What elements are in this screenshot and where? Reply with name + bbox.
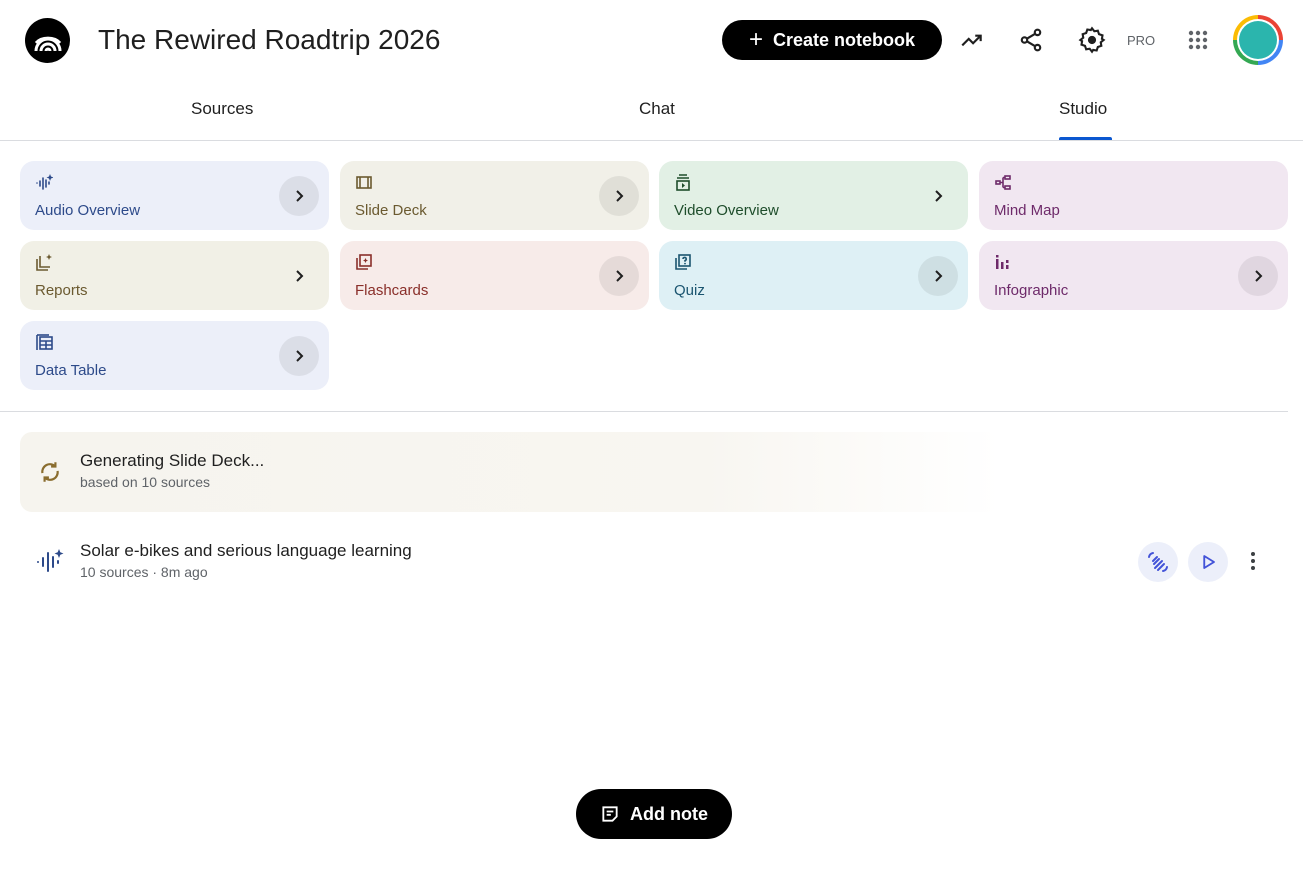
app-logo[interactable] [25,18,70,63]
chevron-right-icon [296,270,304,282]
tab-indicator [1059,137,1112,140]
chevron-right-icon [935,190,943,202]
chevron-right-icon [616,190,624,202]
studio-card-mind-map[interactable]: Mind Map [979,161,1288,230]
audio-waveform-sparkle-icon [37,549,64,572]
pro-badge: PRO [1127,33,1156,48]
studio-card-audio-overview[interactable]: Audio Overview [20,161,329,230]
studio-card-label: Slide Deck [355,202,427,219]
tab-sources[interactable]: Sources [191,99,254,118]
play-button[interactable] [1188,542,1228,582]
artifact-subtitle: 10 sources · 8m ago [80,564,208,580]
gear-icon [1078,26,1106,54]
open-infographic-button[interactable] [1238,256,1278,296]
trending-up-icon [961,34,982,47]
studio-card-infographic[interactable]: Infographic [979,241,1288,310]
slides-icon [356,176,372,189]
chevron-right-icon [1255,270,1263,282]
studio-card-label: Flashcards [355,282,429,299]
generating-title: Generating Slide Deck... [80,451,265,470]
quiz-icon [675,254,691,270]
studio-card-flashcards[interactable]: Flashcards [340,241,649,310]
tab-divider [0,140,1303,141]
notebook-title[interactable]: The Rewired Roadtrip 2026 [98,24,441,55]
plus-icon: + [748,26,763,53]
open-quiz-button[interactable] [918,256,958,296]
open-reports-button[interactable] [279,256,319,296]
create-notebook-button[interactable]: + Create notebook [722,20,942,60]
studio-card-label: Audio Overview [35,202,141,219]
mind-map-icon [995,175,1011,190]
more-options-button[interactable] [1240,548,1266,574]
section-divider [0,411,1288,412]
open-flashcards-button[interactable] [599,256,639,296]
data-table-icon [36,334,53,350]
apps-grid-icon [1188,30,1208,50]
video-icon [676,174,690,191]
interactive-mode-button[interactable] [1138,542,1178,582]
open-slide-deck-button[interactable] [599,176,639,216]
sync-icon [41,462,59,482]
chevron-right-icon [935,270,943,282]
studio-card-label: Reports [35,282,88,299]
studio-card-reports[interactable]: Reports [20,241,329,310]
tab-studio[interactable]: Studio [1059,99,1108,118]
studio-card-label: Mind Map [994,202,1060,219]
avatar[interactable] [1233,15,1283,65]
studio-card-video-overview[interactable]: Video Overview [659,161,968,230]
chevron-right-icon [296,350,304,362]
note-icon [602,806,618,822]
studio-card-slide-deck[interactable]: Slide Deck [340,161,649,230]
open-audio-overview-button[interactable] [279,176,319,216]
studio-card-label: Data Table [35,362,107,379]
infographic-icon [996,255,1009,269]
share-icon [1020,28,1042,52]
artifact-title[interactable]: Solar e-bikes and serious language learn… [80,541,412,560]
studio-card-label: Quiz [674,282,705,299]
chevron-right-icon [296,190,304,202]
reports-icon [36,254,52,271]
open-video-overview-button[interactable] [918,176,958,216]
open-data-table-button[interactable] [279,336,319,376]
studio-card-label: Infographic [994,282,1069,299]
audio-waveform-sparkle-icon [36,174,53,190]
tab-chat[interactable]: Chat [639,99,675,118]
studio-card-label: Video Overview [674,202,779,219]
generating-subtitle: based on 10 sources [80,474,210,490]
share-button[interactable] [1015,24,1047,56]
studio-card-data-table[interactable]: Data Table [20,321,329,390]
add-note-button[interactable]: Add note [576,789,732,839]
settings-button[interactable] [1076,24,1108,56]
analytics-button[interactable] [956,24,988,56]
generating-item [20,432,1000,512]
wave-hand-icon [1148,552,1168,572]
studio-card-quiz[interactable]: Quiz [659,241,968,310]
more-vert-icon [1251,552,1255,570]
play-icon [1203,555,1215,569]
chevron-right-icon [616,270,624,282]
apps-button[interactable] [1182,24,1214,56]
flashcards-icon [356,254,372,270]
